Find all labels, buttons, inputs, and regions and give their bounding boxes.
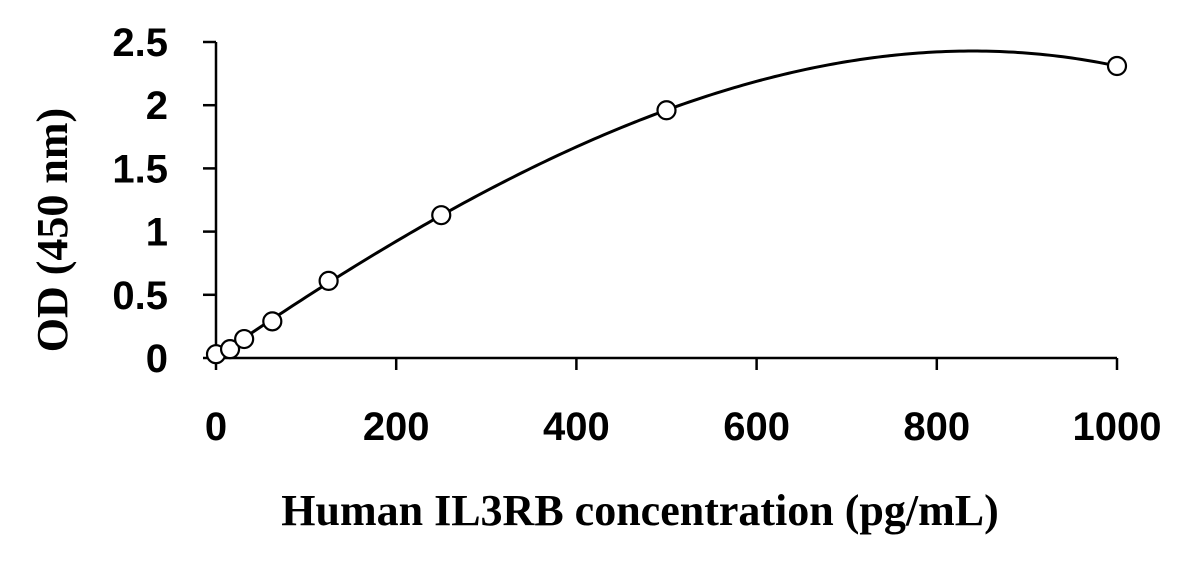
y-tick-label: 1 [146, 211, 168, 255]
x-tick-label: 0 [205, 405, 227, 449]
data-points [205, 55, 1128, 365]
data-point [318, 270, 339, 291]
y-axis-label: OD (450 nm) [28, 108, 77, 352]
x-tick-label: 800 [903, 405, 970, 449]
x-tick-label: 200 [363, 405, 430, 449]
trendline [215, 49, 1118, 359]
data-point [1106, 55, 1128, 77]
y-tick-label: 0.5 [112, 274, 168, 318]
x-axis-label: Human IL3RB concentration (pg/mL) [281, 486, 998, 535]
data-point [656, 100, 677, 121]
x-tick-label: 600 [723, 405, 790, 449]
x-tick-label: 400 [543, 405, 610, 449]
x-tick-label: 1000 [1073, 405, 1162, 449]
y-tick-label: 0 [146, 337, 168, 381]
data-point [262, 311, 283, 332]
y-axis-ticks: 0 0.5 1 1.5 2 2.5 [112, 21, 216, 381]
y-tick-label: 2.5 [112, 21, 168, 65]
y-tick-label: 2 [146, 84, 168, 128]
x-axis-ticks: 0 200 400 600 800 1000 [205, 358, 1162, 449]
data-point [431, 205, 452, 226]
y-tick-label: 1.5 [112, 147, 168, 191]
data-point [219, 339, 241, 360]
data-point [234, 328, 255, 350]
